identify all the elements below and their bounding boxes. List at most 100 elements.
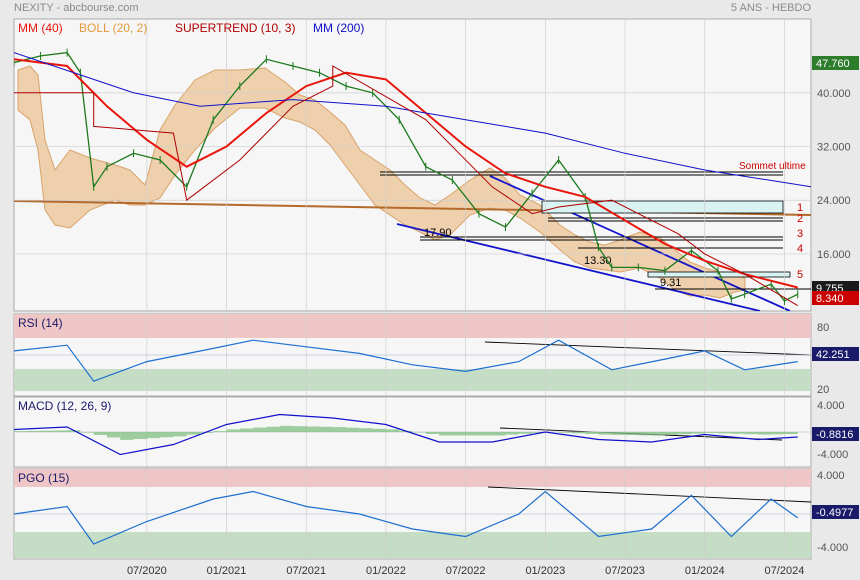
macd-hist-bar [80,432,94,433]
macd-hist-bar [532,432,546,433]
annotation-low-1790: 17.90 [424,227,452,239]
macd-hist-bar [638,432,652,436]
badge-macd-text: -0.8816 [816,429,853,441]
badge-supertrend: 8.340 [812,291,859,305]
chart-period: 5 ANS - HEBDO [730,2,811,14]
pgo-trendline [487,486,812,503]
pgo-title: PGO (15) [18,471,69,485]
annotation-level-2: 2 [797,213,803,225]
macd-hist-bar [239,428,254,432]
pgo-tick-lower: -4.000 [817,542,848,554]
macd-hist-bar [571,432,586,434]
annotation-level-3: 3 [797,228,803,240]
macd-hist-bar [146,432,161,439]
macd-hist-bar [213,431,227,432]
macd-hist-bar [518,432,533,434]
macd-hist-bar [505,432,519,435]
macd-hist-bar [332,427,347,432]
badge-supertrend-box [812,291,859,305]
badge-pgo: -0.4977 [812,505,859,519]
legend-item-3: MM (200) [313,21,364,35]
y-tick-label-2: 24.000 [817,195,851,207]
x-tick-label-3: 01/2022 [366,565,406,577]
macd-hist-bar [292,426,307,432]
series-line-mm-200- [14,52,811,188]
x-tick-label-0: 07/2020 [127,565,167,577]
macd-hist-bar [452,432,466,436]
macd-hist-bar [186,432,200,435]
macd-hist-bar [120,432,134,440]
y-tick-label-1: 32.000 [817,142,851,154]
macd-hist-bar [226,429,240,432]
macd-hist-bar [160,432,174,438]
annotation-level-1: 1 [797,202,803,214]
macd-hist-bar [425,432,440,434]
macd-hist-bar [558,432,572,433]
badge-mm200-text: 47.760 [816,58,850,70]
x-tick-label-7: 01/2024 [685,565,725,577]
macd-hist-bar [93,432,107,436]
macd-hist-bar [731,432,745,434]
annotation-level-4: 4 [797,243,803,255]
series-line-rsi-14- [14,339,798,382]
lower-channel-trendline [396,223,761,311]
macd-hist-bar [359,428,373,432]
pgo-upper-zone [14,469,811,487]
macd-hist-bar [651,432,665,436]
macd-hist-bar [14,431,28,432]
x-tick-label-4: 07/2022 [446,565,486,577]
x-tick-label-6: 07/2023 [605,565,645,577]
pgo-tick-upper: 4.000 [817,470,845,482]
macd-hist-bar [253,427,267,432]
x-tick-label-8: 07/2024 [765,565,805,577]
series-group-0 [14,48,811,307]
badge-mm200-box [812,56,859,70]
y-tick-label-0: 40.000 [817,88,851,100]
macd-hist-bar [173,432,187,437]
macd-hist-bar [718,432,732,434]
rsi-overbought-zone [14,314,811,338]
macd-hist-bar [625,432,639,436]
macd-hist-bar [346,427,360,432]
macd-hist-bar [53,430,68,432]
series-line-supertrend-10-3- [14,65,798,307]
badge-rsi: 42.251 [812,347,859,361]
macd-hist-bar [704,432,719,433]
macd-hist-bar [465,432,479,436]
x-tick-label-2: 07/2021 [286,565,326,577]
badge-rsi-text: 42.251 [816,349,850,361]
macd-hist-bar [439,432,453,436]
macd-tick-upper: 4.000 [817,400,845,412]
badge-macd-box [812,427,859,441]
macd-hist-bar [771,432,785,435]
badge-supertrend-text: 8.340 [816,293,844,305]
macd-hist-bar [611,432,626,435]
badge-pgo-text: -0.4977 [816,507,853,519]
annotation-low-931: 9.31 [660,277,681,289]
macd-histogram [14,425,798,440]
macd-hist-bar [598,432,612,435]
series-line-macd [14,413,798,456]
annotation-sommet: Sommet ultime [739,161,806,172]
rsi-tick-20: 20 [817,384,829,396]
series-group-2 [14,413,798,456]
macd-hist-bar [306,426,320,432]
macd-hist-bar [27,430,41,432]
macd-hist-bar [372,428,386,432]
macd-hist-bar [106,432,121,438]
x-tick-label-5: 01/2023 [525,565,565,577]
macd-hist-bar [757,432,772,435]
badge-macd: -0.8816 [812,427,859,441]
badge-mm200: 47.760 [812,56,859,70]
rsi-title: RSI (14) [18,316,63,330]
macd-hist-bar [784,432,798,435]
badge-rsi-box [812,347,859,361]
rsi-trendline [484,341,812,356]
macd-hist-bar [664,432,679,435]
macd-hist-bar [40,430,54,432]
y-tick-label-3: 16.000 [817,249,851,261]
macd-hist-bar [319,426,333,432]
badge-pgo-box [812,505,859,519]
